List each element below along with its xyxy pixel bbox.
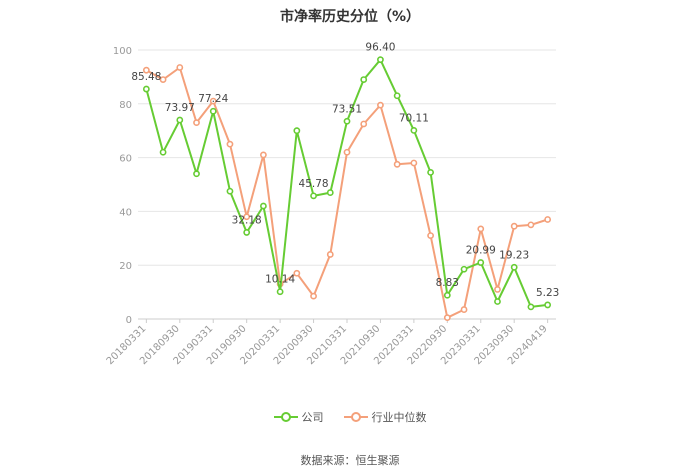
data-point-company (510, 263, 518, 271)
data-point-company (527, 303, 535, 311)
data-point-company (360, 76, 368, 83)
data-point-industry (460, 306, 468, 313)
data-point-company (326, 189, 334, 196)
data-label: 32.18 (232, 214, 262, 226)
series-layer (142, 56, 552, 322)
data-label: 70.11 (399, 112, 429, 124)
data-point-industry (243, 213, 251, 221)
data-point-company (310, 192, 317, 200)
data-point-industry (443, 314, 451, 322)
data-point-industry (427, 232, 434, 240)
data-point-company (443, 291, 451, 299)
data-point-industry (259, 151, 267, 159)
data-label: 8.83 (436, 277, 459, 289)
y-tick-label: 40 (119, 207, 132, 218)
data-point-industry (544, 216, 552, 223)
data-point-company (293, 127, 301, 135)
data-point-company (226, 187, 234, 195)
data-point-company (176, 116, 184, 124)
y-tick-label: 20 (119, 261, 132, 272)
data-point-industry (226, 140, 234, 148)
y-tick-label: 100 (113, 46, 132, 57)
legend-item-company[interactable]: 公司 (273, 409, 324, 425)
data-point-company (243, 229, 251, 236)
y-tick-label: 60 (119, 154, 132, 165)
data-point-company (343, 117, 351, 125)
data-point-industry (293, 269, 301, 277)
legend-company-label: 公司 (301, 411, 324, 424)
data-point-industry (209, 97, 217, 105)
data-point-industry (326, 251, 334, 258)
data-point-industry (159, 76, 167, 83)
data-label: 20.99 (466, 245, 496, 257)
data-label: 5.23 (536, 287, 559, 299)
data-point-company (393, 92, 401, 100)
data-point-industry (393, 160, 401, 168)
data-point-company (259, 202, 267, 210)
data-label: 73.51 (332, 103, 362, 115)
data-point-company (477, 259, 485, 266)
data-label: 45.78 (299, 178, 329, 190)
source-note: 数据来源：恒生聚源 (300, 454, 400, 467)
data-point-industry (410, 159, 418, 167)
legend-industry-label: 行业中位数 (371, 411, 427, 424)
data-label: 96.40 (365, 42, 395, 54)
data-label: 77.24 (198, 93, 228, 105)
data-point-industry (310, 292, 317, 300)
data-label: 10.14 (265, 274, 295, 286)
data-point-company (427, 168, 434, 176)
data-point-company (276, 288, 284, 296)
data-point-company (159, 148, 167, 156)
data-point-company (410, 127, 418, 134)
data-point-industry (176, 64, 184, 71)
data-point-company (544, 301, 552, 309)
data-point-company (494, 298, 501, 305)
data-point-industry (527, 221, 535, 229)
data-point-industry (343, 148, 351, 156)
data-label: 85.48 (131, 71, 161, 83)
legend-company-swatch-icon (273, 412, 298, 422)
data-point-company (193, 170, 200, 178)
data-point-company (377, 56, 384, 64)
data-label: 73.97 (165, 102, 195, 114)
legend-item-industry[interactable]: 行业中位数 (343, 409, 427, 425)
y-tick-label: 0 (126, 315, 132, 326)
data-point-industry (477, 225, 485, 233)
data-point-industry (360, 120, 368, 128)
data-point-industry (494, 286, 501, 293)
legend: 公司 行业中位数 (0, 409, 700, 425)
axis-layer: 0204060801002018033120180930201903312019… (105, 46, 556, 367)
data-point-company (142, 85, 150, 93)
data-point-industry (193, 119, 200, 127)
data-point-industry (377, 101, 384, 109)
data-point-company (460, 265, 468, 273)
legend-industry-swatch-icon (343, 412, 368, 422)
data-label: 19.23 (499, 249, 529, 261)
data-point-industry (510, 222, 518, 230)
chart-title: 市净率历史分位（%） (279, 9, 421, 25)
y-tick-label: 80 (119, 100, 132, 111)
data-point-company (209, 107, 217, 115)
data-point-industry (142, 66, 150, 74)
